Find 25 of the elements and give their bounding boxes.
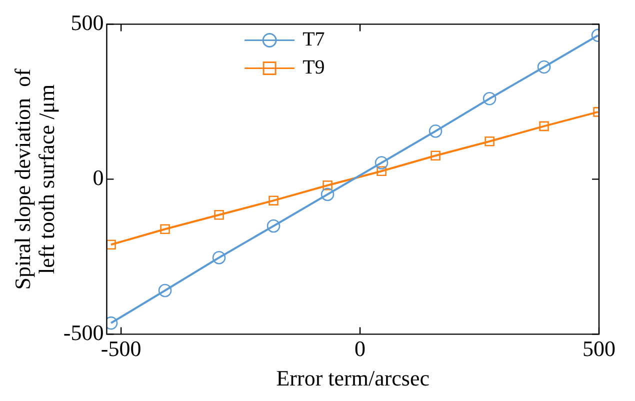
- x-axis-title: Error term/arcsec: [276, 366, 430, 391]
- point: [160, 224, 170, 234]
- legend-label: T7: [302, 28, 325, 50]
- point: [268, 196, 278, 206]
- point: [158, 284, 172, 298]
- y-tick-label: 0: [92, 164, 104, 190]
- point: [537, 60, 551, 74]
- point: [376, 166, 386, 176]
- legend-label: T9: [302, 56, 325, 78]
- point: [320, 188, 334, 202]
- point: [322, 180, 332, 190]
- point: [482, 92, 496, 106]
- x-tick-label: 0: [354, 336, 366, 362]
- point: [484, 136, 494, 146]
- y-tick-label: 500: [70, 10, 104, 35]
- point: [428, 124, 442, 138]
- point: [214, 210, 224, 220]
- point: [539, 121, 549, 132]
- point: [212, 250, 226, 264]
- y-axis-title: Spiral slope deviation of left tooth surface /μm: [10, 68, 60, 290]
- point: [374, 156, 388, 170]
- x-tick-label: 500: [582, 336, 616, 362]
- y-tick-label: -500: [63, 320, 104, 345]
- point: [430, 150, 440, 161]
- point: [266, 219, 280, 233]
